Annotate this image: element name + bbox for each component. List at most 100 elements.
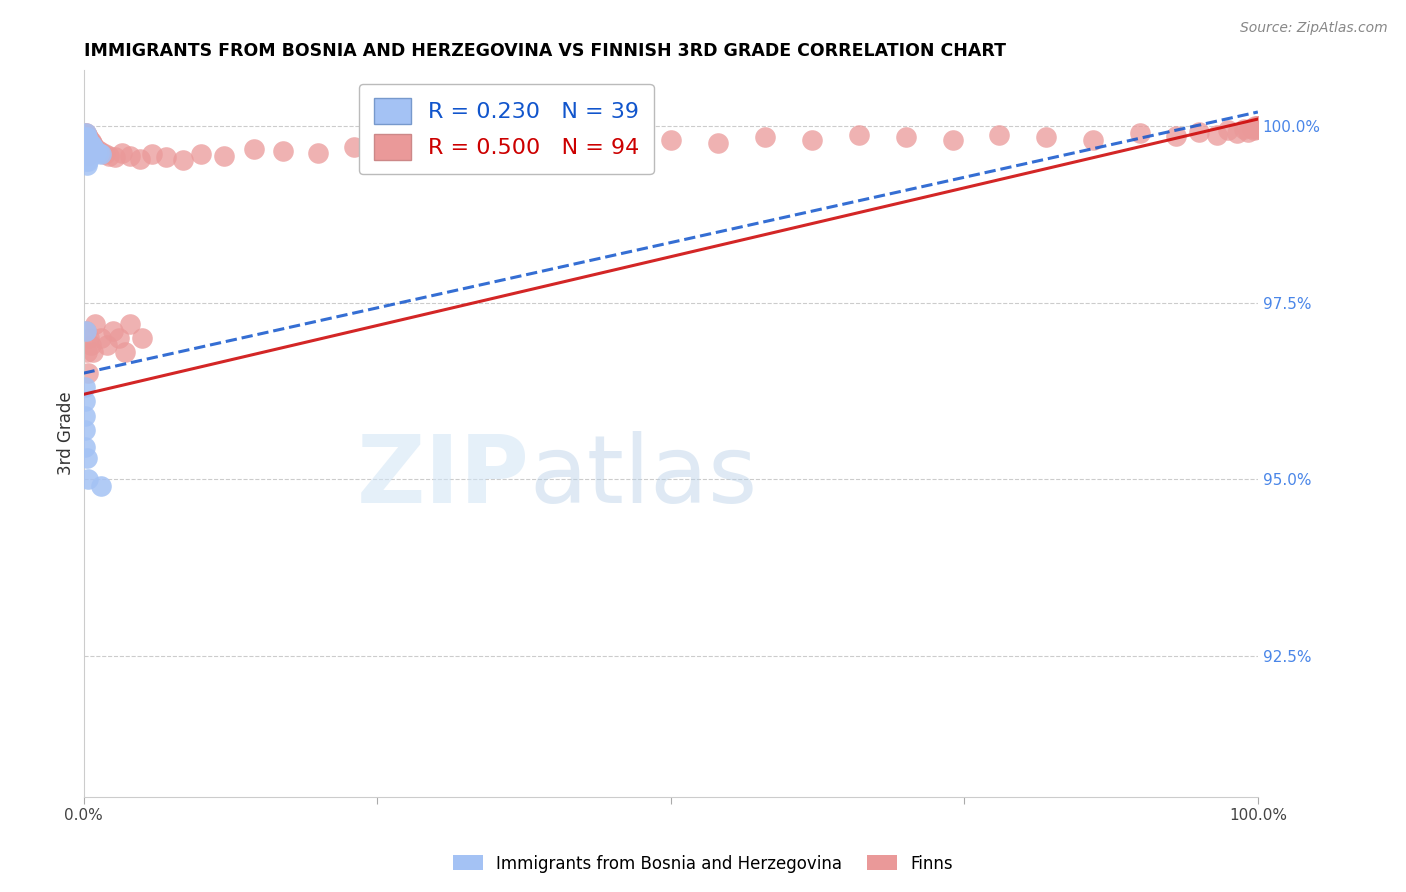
Point xyxy=(79,142,101,156)
Point xyxy=(1237,125,1260,139)
Point xyxy=(84,317,107,331)
Point xyxy=(79,132,101,146)
Point xyxy=(79,136,101,151)
Point xyxy=(90,331,112,345)
Point xyxy=(80,139,103,153)
Point xyxy=(93,146,115,161)
Point xyxy=(73,423,96,437)
Point xyxy=(1247,119,1270,133)
Point xyxy=(75,147,97,161)
Point xyxy=(87,145,110,160)
Point xyxy=(77,129,100,144)
Point xyxy=(79,139,101,153)
Point xyxy=(73,129,96,144)
Point xyxy=(76,140,98,154)
Point xyxy=(120,149,142,163)
Point xyxy=(75,144,97,158)
Point xyxy=(77,133,100,147)
Point xyxy=(75,140,97,154)
Point xyxy=(75,324,97,338)
Point xyxy=(75,133,97,147)
Point xyxy=(1188,125,1211,139)
Point xyxy=(76,450,98,465)
Text: atlas: atlas xyxy=(530,431,758,523)
Point xyxy=(86,145,108,159)
Point xyxy=(79,338,101,352)
Point xyxy=(82,345,104,359)
Point xyxy=(243,142,266,156)
Point xyxy=(98,149,121,163)
Point xyxy=(77,140,100,154)
Point xyxy=(79,136,101,151)
Point xyxy=(342,140,364,154)
Point xyxy=(84,142,107,156)
Point xyxy=(75,126,97,140)
Point xyxy=(79,142,101,156)
Point xyxy=(76,144,98,158)
Point xyxy=(80,136,103,150)
Point xyxy=(271,144,294,158)
Point xyxy=(76,145,98,159)
Point xyxy=(76,128,98,142)
Point xyxy=(659,133,682,147)
Point xyxy=(73,136,96,151)
Point xyxy=(114,345,136,359)
Point xyxy=(79,149,101,163)
Point xyxy=(706,136,728,150)
Point xyxy=(77,140,100,154)
Point xyxy=(79,144,101,158)
Point xyxy=(1243,123,1265,137)
Point xyxy=(111,145,134,160)
Point xyxy=(73,136,96,151)
Point xyxy=(73,129,96,144)
Point xyxy=(77,145,100,160)
Point xyxy=(73,409,96,423)
Point xyxy=(75,133,97,147)
Point xyxy=(1246,120,1268,135)
Point xyxy=(73,380,96,394)
Point xyxy=(1247,120,1270,134)
Point xyxy=(1244,119,1267,133)
Point xyxy=(83,140,105,154)
Point xyxy=(75,154,97,169)
Point xyxy=(425,139,447,153)
Point xyxy=(75,136,97,151)
Text: Source: ZipAtlas.com: Source: ZipAtlas.com xyxy=(1240,21,1388,35)
Point xyxy=(73,133,96,147)
Legend: Immigrants from Bosnia and Herzegovina, Finns: Immigrants from Bosnia and Herzegovina, … xyxy=(446,848,960,880)
Point xyxy=(190,147,212,161)
Point xyxy=(79,134,101,148)
Point xyxy=(76,132,98,146)
Point xyxy=(80,145,103,160)
Point xyxy=(75,324,97,338)
Point xyxy=(565,136,588,150)
Point xyxy=(84,143,107,157)
Point xyxy=(848,128,870,142)
Point xyxy=(79,331,101,345)
Text: ZIP: ZIP xyxy=(357,431,530,523)
Point xyxy=(471,142,494,156)
Point xyxy=(75,129,97,144)
Point xyxy=(988,128,1011,142)
Point xyxy=(1226,126,1249,140)
Point xyxy=(1233,122,1256,136)
Point xyxy=(894,130,917,145)
Point xyxy=(800,132,823,146)
Point xyxy=(73,126,96,140)
Y-axis label: 3rd Grade: 3rd Grade xyxy=(58,392,75,475)
Point xyxy=(73,144,96,158)
Point xyxy=(90,479,112,493)
Point xyxy=(75,126,97,140)
Point xyxy=(1129,126,1152,140)
Point xyxy=(76,345,98,359)
Point xyxy=(172,153,194,167)
Point xyxy=(77,154,100,169)
Point xyxy=(79,144,101,158)
Point xyxy=(90,145,112,159)
Point xyxy=(754,129,776,144)
Point xyxy=(76,136,98,150)
Point xyxy=(90,147,112,161)
Legend: R = 0.230   N = 39, R = 0.500   N = 94: R = 0.230 N = 39, R = 0.500 N = 94 xyxy=(359,84,654,174)
Point xyxy=(1205,128,1227,142)
Point xyxy=(86,143,108,157)
